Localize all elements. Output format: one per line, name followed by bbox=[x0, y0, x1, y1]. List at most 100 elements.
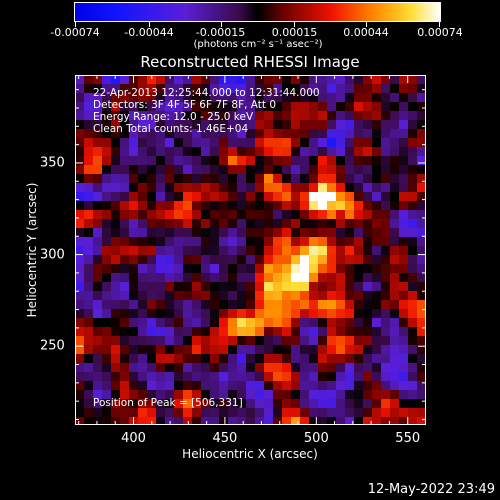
heatmap-cell bbox=[156, 192, 166, 202]
heatmap-cell bbox=[75, 165, 85, 175]
heatmap-cell bbox=[228, 318, 238, 328]
heatmap-cell bbox=[129, 183, 139, 193]
heatmap-cell bbox=[93, 111, 103, 121]
heatmap-cell bbox=[192, 102, 202, 112]
heatmap-cell bbox=[192, 228, 202, 238]
heatmap-cell bbox=[381, 381, 391, 391]
heatmap-cell bbox=[228, 75, 238, 85]
plot-frame bbox=[75, 75, 426, 425]
heatmap-cell bbox=[201, 237, 211, 247]
heatmap-cell bbox=[174, 372, 184, 382]
heatmap-cell bbox=[291, 399, 301, 409]
heatmap-cell bbox=[174, 219, 184, 229]
heatmap-cell bbox=[246, 192, 256, 202]
heatmap-cell bbox=[138, 300, 148, 310]
heatmap-cell bbox=[210, 336, 220, 346]
heatmap-cell bbox=[372, 291, 382, 301]
heatmap-cell bbox=[246, 390, 256, 400]
heatmap-cell bbox=[363, 120, 373, 130]
heatmap-cell bbox=[300, 138, 310, 148]
heatmap-cell bbox=[255, 309, 265, 319]
heatmap-cell bbox=[93, 174, 103, 184]
heatmap-cell bbox=[309, 345, 319, 355]
heatmap-cell bbox=[228, 408, 238, 418]
heatmap-cell bbox=[363, 84, 373, 94]
heatmap-cell bbox=[183, 75, 193, 85]
heatmap-cell bbox=[156, 219, 166, 229]
heatmap-cell bbox=[273, 237, 283, 247]
heatmap-cell bbox=[327, 129, 337, 139]
heatmap-cell bbox=[120, 246, 130, 256]
heatmap-cell bbox=[381, 273, 391, 283]
heatmap-cell bbox=[129, 120, 139, 130]
heatmap-cell bbox=[237, 183, 247, 193]
heatmap-cell bbox=[93, 381, 103, 391]
heatmap-cell bbox=[147, 174, 157, 184]
heatmap-cell bbox=[210, 399, 220, 409]
heatmap-cell bbox=[156, 282, 166, 292]
heatmap-cell bbox=[390, 417, 400, 425]
heatmap-cell bbox=[129, 300, 139, 310]
heatmap-cell bbox=[156, 174, 166, 184]
colorbar-tick bbox=[294, 21, 296, 27]
heatmap-cell bbox=[156, 300, 166, 310]
heatmap-cell bbox=[282, 228, 292, 238]
heatmap-cell bbox=[84, 237, 94, 247]
heatmap-cell bbox=[129, 354, 139, 364]
heatmap-cell bbox=[219, 408, 229, 418]
heatmap-cell bbox=[372, 372, 382, 382]
heatmap-cell bbox=[264, 246, 274, 256]
heatmap-cell bbox=[174, 327, 184, 337]
heatmap-cell bbox=[282, 264, 292, 274]
heatmap-cell bbox=[102, 228, 112, 238]
heatmap-cell bbox=[138, 129, 148, 139]
heatmap-cell bbox=[291, 363, 301, 373]
heatmap-cell bbox=[183, 165, 193, 175]
heatmap-cell bbox=[237, 354, 247, 364]
heatmap-cell bbox=[237, 102, 247, 112]
heatmap-cell bbox=[201, 75, 211, 85]
heatmap-cell bbox=[327, 327, 337, 337]
heatmap-cell bbox=[282, 363, 292, 373]
heatmap-cell bbox=[201, 174, 211, 184]
heatmap-cell bbox=[75, 228, 85, 238]
heatmap-cell bbox=[246, 147, 256, 157]
heatmap-cell bbox=[75, 417, 85, 425]
heatmap-cell bbox=[93, 138, 103, 148]
heatmap-cell bbox=[327, 165, 337, 175]
heatmap-cell bbox=[327, 291, 337, 301]
heatmap-cell bbox=[354, 390, 364, 400]
colorbar-tick-label: -0.00015 bbox=[195, 26, 246, 39]
heatmap-cell bbox=[300, 201, 310, 211]
heatmap-plot-area bbox=[75, 75, 426, 425]
heatmap-cell bbox=[255, 408, 265, 418]
heatmap-cell bbox=[228, 111, 238, 121]
heatmap-cell bbox=[354, 174, 364, 184]
heatmap-cell bbox=[381, 129, 391, 139]
annotation-energy: Energy Range: 12.0 - 25.0 keV bbox=[93, 111, 254, 123]
heatmap-cell bbox=[237, 120, 247, 130]
heatmap-cell bbox=[264, 165, 274, 175]
heatmap-cell bbox=[390, 372, 400, 382]
heatmap-cell bbox=[219, 102, 229, 112]
heatmap-cell bbox=[111, 201, 121, 211]
heatmap-cell bbox=[291, 111, 301, 121]
heatmap-cell bbox=[408, 219, 418, 229]
heatmap-cell bbox=[192, 390, 202, 400]
heatmap-cell bbox=[354, 282, 364, 292]
heatmap-cell bbox=[363, 102, 373, 112]
heatmap-cell bbox=[309, 381, 319, 391]
heatmap-cell bbox=[372, 390, 382, 400]
heatmap-cell bbox=[156, 210, 166, 220]
heatmap-cell bbox=[246, 237, 256, 247]
heatmap-cell bbox=[300, 381, 310, 391]
heatmap-cell bbox=[183, 147, 193, 157]
heatmap-cell bbox=[372, 210, 382, 220]
heatmap-cell bbox=[183, 174, 193, 184]
heatmap-cell bbox=[417, 327, 426, 337]
heatmap-cell bbox=[408, 228, 418, 238]
heatmap-cell bbox=[201, 372, 211, 382]
heatmap-cell bbox=[75, 363, 85, 373]
heatmap-cell bbox=[417, 165, 426, 175]
heatmap-cell bbox=[93, 165, 103, 175]
